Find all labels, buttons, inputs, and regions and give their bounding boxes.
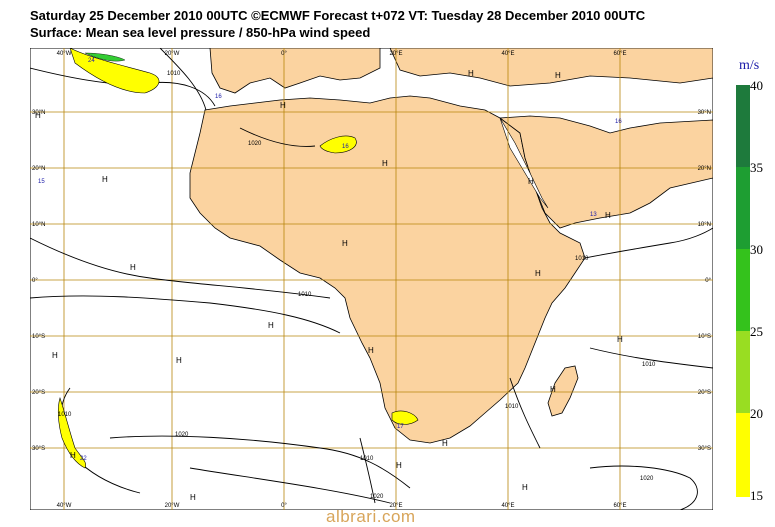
lon-label-top: 60°E <box>613 51 626 57</box>
lat-label: 30°N <box>32 110 45 116</box>
wind-label: 15 <box>38 179 45 185</box>
wind-label: 16 <box>342 144 349 150</box>
high-marker: H <box>522 483 528 492</box>
isobar-label: 1010 <box>575 256 589 262</box>
forecast-map: 40°W 20°W 0° 20°E 40°E 60°E 40°W 20°W 0°… <box>30 48 713 510</box>
wind-label: 16 <box>615 119 622 125</box>
lon-label: 20°E <box>389 503 402 509</box>
high-marker: H <box>550 385 556 394</box>
isobar-label: 1020 <box>175 432 189 438</box>
lat-label: 20°N <box>32 166 45 172</box>
lat-label-right: 20°N <box>698 166 711 172</box>
wind-label: 24 <box>88 58 95 64</box>
isobar-label: 1010 <box>505 404 519 410</box>
isobar-label: 1010 <box>58 412 72 418</box>
lat-label-right: 10°S <box>698 334 711 340</box>
wind-label: 22 <box>80 456 87 462</box>
watermark: albrari.com <box>326 507 416 526</box>
lon-label: 40°W <box>57 503 72 509</box>
high-marker: H <box>605 211 611 220</box>
wind-speed-colorbar <box>736 85 750 497</box>
high-marker: H <box>442 439 448 448</box>
lon-label: 0° <box>281 503 287 509</box>
lat-label: 30°S <box>32 446 45 452</box>
high-marker: H <box>528 177 534 186</box>
lat-label: 10°S <box>32 334 45 340</box>
lon-label-top: 40°E <box>501 51 514 57</box>
isobar-label: 1010 <box>360 456 374 462</box>
lon-label: 40°E <box>501 503 514 509</box>
lat-label-right: 20°S <box>698 390 711 396</box>
high-marker: H <box>535 269 541 278</box>
isobar-label: 1020 <box>248 141 262 147</box>
high-marker: H <box>368 346 374 355</box>
lat-label-right: 30°N <box>698 110 711 116</box>
isobar-label: 1010 <box>167 71 181 77</box>
land-africa <box>189 95 586 444</box>
legend-tick: 30 <box>750 242 763 257</box>
high-marker: H <box>396 461 402 470</box>
wind-shading <box>57 48 419 469</box>
isobar-label: 1010 <box>642 362 656 368</box>
lat-labels: 30°N 20°N 10°N 0° 10°S 20°S 30°S <box>32 110 45 452</box>
colorbar-band <box>736 167 750 249</box>
lon-label: 60°E <box>613 503 626 509</box>
lat-label-right: 0° <box>705 278 711 284</box>
land-madagascar <box>547 365 579 417</box>
colorbar-band <box>736 85 750 167</box>
lon-label: 20°W <box>165 503 180 509</box>
wind-labels: 24 16 16 16 15 13 17 22 <box>38 58 622 462</box>
high-marker: H <box>130 263 136 272</box>
legend-tick: 20 <box>750 406 763 421</box>
isobars <box>30 48 713 510</box>
colorbar-band <box>736 249 750 331</box>
legend-tick: 35 <box>750 160 763 175</box>
high-marker: H <box>102 175 108 184</box>
colorbar-band <box>736 413 750 497</box>
lon-label-top: 40°W <box>57 51 72 57</box>
isobar-label: 1020 <box>640 476 654 482</box>
map-title: Saturday 25 December 2010 00UTC ©ECMWF F… <box>30 8 646 23</box>
high-marker: H <box>382 159 388 168</box>
high-marker: H <box>268 321 274 330</box>
wind-label: 16 <box>215 94 222 100</box>
colorbar-band <box>736 331 750 413</box>
high-marker: H <box>342 239 348 248</box>
high-marker: H <box>70 451 76 460</box>
high-marker: H <box>468 69 474 78</box>
isobar-label: 1010 <box>298 292 312 298</box>
legend-tick: 40 <box>750 78 763 93</box>
high-marker: H <box>176 356 182 365</box>
lon-labels: 40°W 20°W 0° 20°E 40°E 60°E <box>57 503 627 509</box>
land-europe <box>209 48 381 94</box>
high-marker: H <box>555 71 561 80</box>
high-marker: H <box>280 101 286 110</box>
wind-label: 13 <box>590 212 597 218</box>
lon-label-top: 20°W <box>165 51 180 57</box>
lat-label-right: 10°N <box>698 222 711 228</box>
isobar-labels: 1010 1020 1010 1010 1010 1020 1010 1020 … <box>58 71 656 500</box>
high-marker: H <box>617 335 623 344</box>
map-subtitle: Surface: Mean sea level pressure / 850-h… <box>30 25 371 40</box>
lat-label: 0° <box>32 278 38 284</box>
high-marker: H <box>52 351 58 360</box>
land-east-europe <box>389 48 713 87</box>
legend-tick: 25 <box>750 324 763 339</box>
isobar-label: 1020 <box>370 494 384 500</box>
high-marker: H <box>190 493 196 502</box>
lon-label-top: 20°E <box>389 51 402 57</box>
lon-label-top: 0° <box>281 51 287 57</box>
high-pressure-markers: H H H H H H H H H H H H H H H H H H H H … <box>35 69 623 502</box>
high-marker: H <box>35 111 41 120</box>
wind-label: 17 <box>397 424 404 430</box>
lat-lon-grid <box>30 48 713 510</box>
lat-label: 20°S <box>32 390 45 396</box>
lat-label: 10°N <box>32 222 45 228</box>
legend-tick: 15 <box>750 488 763 503</box>
lat-label-right: 30°S <box>698 446 711 452</box>
legend-unit: m/s <box>739 58 760 73</box>
